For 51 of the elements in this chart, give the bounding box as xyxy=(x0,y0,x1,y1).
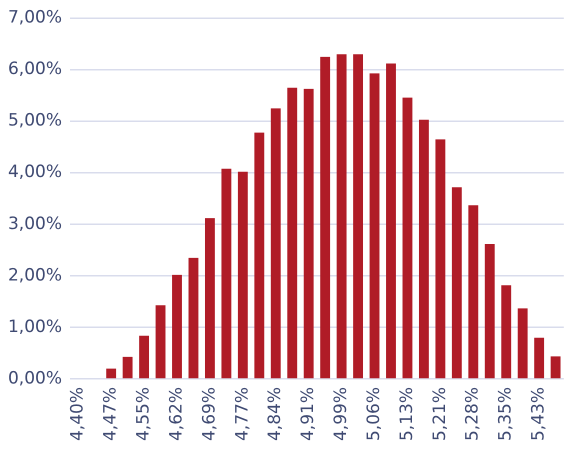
bar xyxy=(254,132,264,378)
bar xyxy=(172,274,182,378)
bar xyxy=(139,336,150,378)
bar xyxy=(156,305,166,378)
x-tick-label: 4,55% xyxy=(134,386,154,442)
bar xyxy=(106,368,116,378)
bar xyxy=(501,285,512,378)
y-tick-label: 7,00% xyxy=(8,8,62,28)
bar xyxy=(484,244,495,378)
x-tick-label: 4,69% xyxy=(199,386,220,442)
bar xyxy=(336,54,347,378)
x-tick-label: 4,91% xyxy=(298,386,318,442)
y-tick-label: 0,00% xyxy=(8,368,62,388)
x-tick-label: 4,40% xyxy=(68,386,88,442)
x-tick-label: 4,99% xyxy=(331,386,352,442)
bar xyxy=(238,172,248,378)
bar xyxy=(204,218,215,378)
bar xyxy=(353,54,364,378)
bar xyxy=(386,64,396,378)
x-tick-label: 4,84% xyxy=(265,386,286,442)
bar xyxy=(370,73,380,378)
y-tick-label: 3,00% xyxy=(8,214,62,234)
bar xyxy=(452,187,462,378)
bar xyxy=(518,308,528,378)
x-tick-label: 5,06% xyxy=(364,386,384,442)
bar xyxy=(534,338,544,378)
bar xyxy=(435,139,446,378)
y-tick-label: 4,00% xyxy=(8,162,62,182)
bar xyxy=(320,56,330,378)
y-tick-label: 1,00% xyxy=(8,316,62,337)
bar xyxy=(221,168,232,378)
x-tick-label: 5,13% xyxy=(396,386,417,442)
x-tick-label: 5,43% xyxy=(528,386,549,442)
bar xyxy=(418,120,429,378)
bar xyxy=(468,205,478,378)
bar xyxy=(304,88,314,378)
x-tick-label: 5,35% xyxy=(496,386,516,442)
bar xyxy=(122,356,133,378)
y-tick-label: 2,00% xyxy=(8,265,62,286)
x-tick-label: 4,77% xyxy=(232,386,252,442)
y-tick-label: 5,00% xyxy=(8,110,62,131)
y-tick-label: 6,00% xyxy=(8,59,62,80)
bar xyxy=(270,108,281,378)
x-tick-label: 5,28% xyxy=(462,386,483,442)
bar xyxy=(402,98,412,378)
x-tick-label: 5,21% xyxy=(430,386,450,442)
bar xyxy=(287,88,298,378)
x-tick-label: 4,62% xyxy=(166,386,186,442)
bar xyxy=(188,258,198,378)
bar xyxy=(550,356,561,378)
x-tick-label: 4,47% xyxy=(100,386,121,442)
